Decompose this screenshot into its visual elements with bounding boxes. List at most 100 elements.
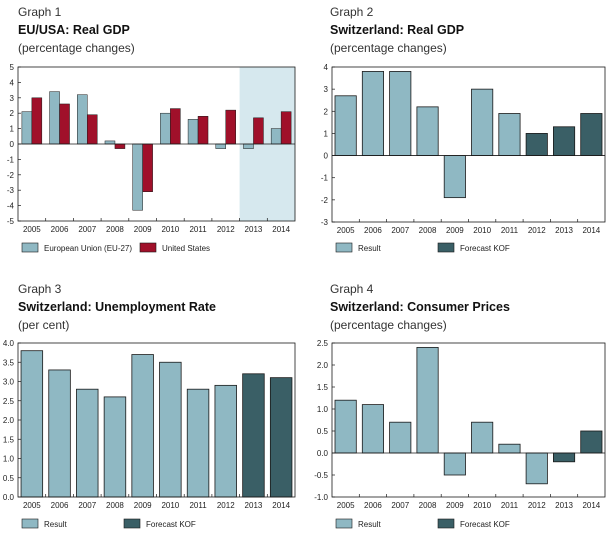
- graph-2-y-tick-label: 2: [324, 107, 329, 116]
- graph-1-bar-eu: [132, 143, 143, 211]
- graph-1-bar-us: [31, 97, 43, 145]
- graph-4-bar: [334, 399, 357, 454]
- graph-3-y-tick-label: 4.0: [3, 339, 15, 348]
- graph-3-x-label: 2007: [78, 501, 96, 510]
- graph-3-bar: [20, 350, 44, 498]
- graph-4-legend-label: Forecast KOF: [460, 520, 510, 529]
- graph-2-x-label: 2011: [501, 226, 519, 235]
- graph-3-y-tick-label: 3.5: [3, 358, 15, 367]
- graph-2-x-label: 2009: [446, 226, 464, 235]
- graph-2-bar: [580, 113, 603, 156]
- graph-1-bar-us: [253, 117, 264, 145]
- graph-1-bar-eu: [160, 112, 171, 145]
- graph-1-bar-eu: [104, 140, 116, 145]
- graph-4-x-label: 2006: [364, 501, 382, 510]
- graph-3-x-label: 2012: [217, 501, 235, 510]
- graph-1-y-tick-label: 1: [10, 125, 15, 134]
- graph-3-bar: [186, 388, 210, 498]
- graph-4-y-tick-label: 1.0: [317, 405, 329, 414]
- graph-1-bar-eu: [270, 128, 282, 145]
- graph-4-y-tick-label: 2.0: [317, 361, 329, 370]
- graph-4-legend-swatch: [335, 518, 353, 529]
- graph-1-bar-eu: [243, 143, 254, 149]
- graph-1-bar-us: [170, 108, 181, 145]
- graph-2-y-tick-label: 1: [324, 129, 329, 138]
- graph-3-x-label: 2014: [272, 501, 290, 510]
- graph-3-y-tick-label: 2.0: [3, 416, 15, 425]
- graph-1-bar-eu: [215, 143, 226, 149]
- graph-1-x-label: 2007: [78, 225, 96, 234]
- graph-4-bar: [443, 452, 466, 476]
- graph-3-x-label: 2013: [245, 501, 263, 510]
- graph-2-bar: [498, 113, 521, 156]
- graph-2-x-label: 2005: [337, 226, 355, 235]
- graph-1-x-label: 2013: [245, 225, 263, 234]
- graph-2-x-label: 2014: [582, 226, 600, 235]
- graph-2-legend-swatch: [437, 242, 455, 253]
- graph-3-legend-label: Forecast KOF: [146, 520, 196, 529]
- graph-3-title: Switzerland: Unemployment Rate: [18, 300, 216, 314]
- graph-4-panel: Graph 4 Switzerland: Consumer Prices (pe…: [314, 282, 606, 529]
- graph-2-y-tick-label: -1: [321, 174, 329, 183]
- graph-2-y-tick-label: 4: [324, 63, 329, 72]
- graph-3-x-label: 2010: [161, 501, 179, 510]
- graph-4-subtitle: (percentage changes): [330, 318, 447, 332]
- graph-1-legend-swatch: [21, 242, 39, 253]
- graph-1-x-label: 2012: [217, 225, 235, 234]
- graph-2-bar: [389, 71, 412, 156]
- graph-4-x-label: 2010: [473, 501, 491, 510]
- graph-2-y-tick-label: 0: [324, 152, 329, 161]
- graph-4-bar: [553, 452, 576, 463]
- graph-1-bar-us: [280, 111, 292, 145]
- graph-4-bar: [361, 404, 384, 454]
- graph-1-bar-us: [225, 109, 236, 145]
- graph-4-x-label: 2009: [446, 501, 464, 510]
- graph-1-panel: Graph 1 EU/USA: Real GDP (percentage cha…: [7, 5, 296, 253]
- graph-4-title: Switzerland: Consumer Prices: [330, 300, 510, 314]
- graph-3-y-tick-label: 2.5: [3, 397, 15, 406]
- graph-1-legend-swatch: [139, 242, 157, 253]
- graph-3-label: Graph 3: [18, 282, 62, 296]
- graph-2-y-tick-label: -2: [321, 196, 329, 205]
- graph-3-bar: [269, 377, 293, 498]
- graph-2-legend-label: Forecast KOF: [460, 244, 510, 253]
- graph-4-x-label: 2012: [528, 501, 546, 510]
- graph-1-label: Graph 1: [18, 5, 62, 19]
- graph-4-x-label: 2014: [582, 501, 600, 510]
- graph-2-label: Graph 2: [330, 5, 374, 19]
- graph-2-x-label: 2013: [555, 226, 573, 235]
- graph-2-x-label: 2008: [419, 226, 437, 235]
- graph-3-y-tick-label: 0.5: [3, 474, 15, 483]
- graph-4-y-tick-label: 1.5: [317, 383, 329, 392]
- graph-3-legend-label: Result: [44, 520, 67, 529]
- graph-1-x-label: 2008: [106, 225, 124, 234]
- graph-2-y-tick-label: 3: [324, 85, 329, 94]
- graph-3-bar: [131, 354, 154, 498]
- graph-3-legend-swatch: [21, 518, 39, 529]
- graph-3-bar: [159, 361, 182, 498]
- graph-4-bar: [525, 452, 548, 485]
- graph-1-y-tick-label: 3: [10, 94, 15, 103]
- graph-1-bar-us: [114, 143, 126, 149]
- graph-1-legend-label: European Union (EU-27): [44, 244, 132, 253]
- graph-3-y-tick-label: 0.0: [3, 493, 15, 502]
- graph-1-y-tick-label: 0: [10, 140, 15, 149]
- graph-1-y-tick-label: -1: [7, 155, 15, 164]
- graph-3-x-label: 2005: [23, 501, 41, 510]
- graph-1-bar-eu: [187, 119, 199, 145]
- graph-1-bar-us: [87, 114, 98, 145]
- graph-2-x-label: 2012: [528, 226, 546, 235]
- graph-3-x-label: 2008: [106, 501, 124, 510]
- graph-2-panel: Graph 2 Switzerland: Real GDP (percentag…: [321, 5, 606, 253]
- graph-3-panel: Graph 3 Switzerland: Unemployment Rate (…: [3, 282, 296, 529]
- graph-1-x-label: 2014: [272, 225, 290, 234]
- graph-4-y-tick-label: 2.5: [317, 339, 329, 348]
- graph-3-x-label: 2009: [134, 501, 152, 510]
- graph-1-title: EU/USA: Real GDP: [18, 23, 130, 37]
- graph-2-x-label: 2007: [391, 226, 409, 235]
- graph-4-x-label: 2008: [419, 501, 437, 510]
- graph-2-title: Switzerland: Real GDP: [330, 23, 464, 37]
- graph-1-bar-us: [59, 103, 70, 145]
- graph-1-x-label: 2005: [23, 225, 41, 234]
